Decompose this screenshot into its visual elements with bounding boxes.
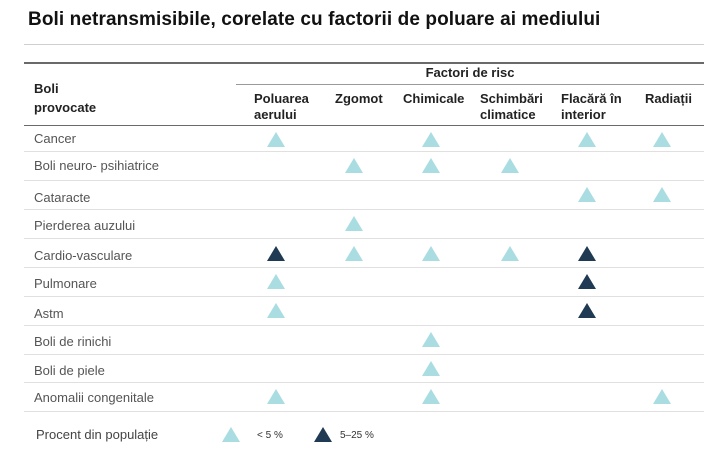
- disease-label: Pierderea auzului: [34, 218, 136, 233]
- light-triangle-icon: [422, 332, 440, 347]
- column-header-line: climatice: [480, 107, 536, 122]
- table-row: Cataracte: [24, 181, 704, 210]
- light-triangle-icon: [422, 158, 440, 173]
- light-triangle-icon: [345, 158, 363, 173]
- disease-label: Astm: [34, 306, 64, 321]
- column-header-line: interior: [561, 107, 606, 122]
- risk-factors-divider: [236, 84, 704, 85]
- light-triangle-icon: [267, 132, 285, 147]
- column-header-flacara: Flacără în interior: [561, 91, 622, 123]
- column-header-line: aerului: [254, 107, 297, 122]
- disease-header-line-1: Boli: [34, 81, 59, 96]
- table-row: Pierderea auzului: [24, 210, 704, 239]
- legend-dark-text: 5–25 %: [340, 430, 374, 441]
- light-triangle-icon: [578, 187, 596, 202]
- table-row: Anomalii congenitale: [24, 383, 704, 412]
- legend-label: Procent din populație: [36, 427, 159, 442]
- disease-label: Pulmonare: [34, 276, 97, 291]
- light-triangle-icon: [422, 246, 440, 261]
- light-triangle-icon: [267, 274, 285, 289]
- table-row: Boli de piele: [24, 355, 704, 383]
- table-row: Boli de rinichi: [24, 326, 704, 355]
- column-header-chimicale: Chimicale: [403, 91, 464, 107]
- disease-label: Boli de rinichi: [34, 334, 112, 349]
- disease-table-body: Cancer Boli neuro- psihiatrice Cataracte Pi…: [24, 126, 704, 412]
- light-triangle-icon: [653, 187, 671, 202]
- light-triangle-icon: [422, 389, 440, 404]
- disease-label: Cardio-vasculare: [34, 248, 133, 263]
- column-header-radiatii: Radiații: [645, 91, 692, 107]
- legend-light-triangle-icon: [222, 427, 240, 442]
- light-triangle-icon: [501, 246, 519, 261]
- disease-header-line-2: provocate: [34, 100, 97, 115]
- column-header-line: Radiații: [645, 91, 692, 106]
- risk-factors-group-header: Factori de risc: [425, 65, 515, 80]
- disease-label: Cataracte: [34, 190, 91, 205]
- table-row: Cancer: [24, 126, 704, 152]
- table-row: Astm: [24, 297, 704, 326]
- legend-light-text: < 5 %: [257, 430, 283, 441]
- column-header-climatice: Schimbări climatice: [480, 91, 543, 123]
- light-triangle-icon: [422, 361, 440, 376]
- light-triangle-icon: [345, 246, 363, 261]
- column-header-poluare: Poluarea aerului: [254, 91, 309, 123]
- light-triangle-icon: [422, 132, 440, 147]
- disease-label: Anomalii congenitale: [34, 390, 154, 405]
- column-header-zgomot: Zgomot: [335, 91, 383, 107]
- column-header-line: Chimicale: [403, 91, 465, 106]
- light-triangle-icon: [653, 132, 671, 147]
- disease-label: Cancer: [34, 131, 76, 146]
- column-header-line: Flacără în: [561, 91, 622, 106]
- page-title: Boli netransmisibile, corelate cu factor…: [28, 9, 601, 30]
- dark-triangle-icon: [578, 274, 596, 289]
- column-header-line: Poluarea: [254, 91, 309, 106]
- table-row: Cardio-vasculare: [24, 239, 704, 268]
- dark-triangle-icon: [578, 303, 596, 318]
- table-top-divider: [24, 62, 704, 64]
- light-triangle-icon: [501, 158, 519, 173]
- column-header-line: Schimbări: [480, 91, 543, 106]
- table-row: Pulmonare: [24, 268, 704, 297]
- table-row: Boli neuro- psihiatrice: [24, 152, 704, 181]
- light-triangle-icon: [267, 389, 285, 404]
- light-triangle-icon: [578, 132, 596, 147]
- legend-dark-triangle-icon: [314, 427, 332, 442]
- disease-label: Boli neuro- psihiatrice: [34, 158, 160, 173]
- header-divider: [24, 125, 704, 126]
- light-triangle-icon: [653, 389, 671, 404]
- light-triangle-icon: [345, 216, 363, 231]
- light-triangle-icon: [267, 303, 285, 318]
- disease-label: Boli de piele: [34, 363, 105, 378]
- dark-triangle-icon: [578, 246, 596, 261]
- legend: Procent din populație < 5 % 5–25 %: [24, 421, 704, 449]
- dark-triangle-icon: [267, 246, 285, 261]
- column-header-line: Zgomot: [335, 91, 383, 106]
- disease-column-header: Boli provocate: [34, 79, 184, 117]
- title-divider: [24, 44, 704, 45]
